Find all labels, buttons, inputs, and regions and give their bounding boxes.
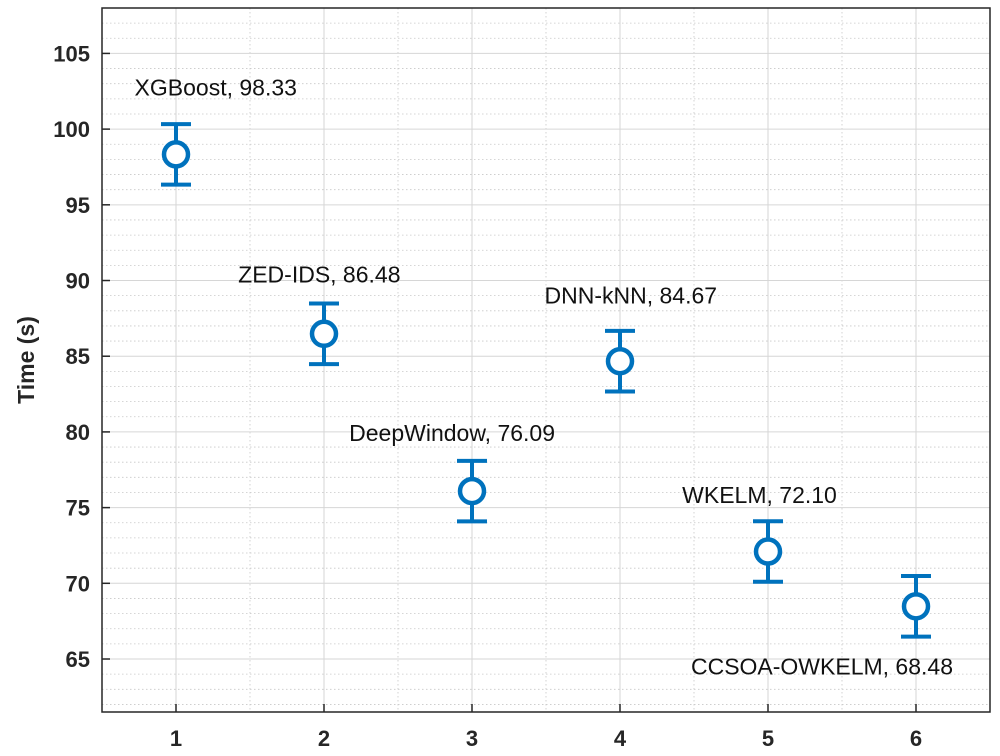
y-tick-label: 100 xyxy=(53,117,90,142)
x-tick-label: 5 xyxy=(762,726,774,751)
y-tick-label: 80 xyxy=(66,420,90,445)
point-marker xyxy=(901,592,931,621)
data-label: DNN-kNN, 84.67 xyxy=(545,283,718,309)
data-point xyxy=(309,301,339,367)
point-marker xyxy=(161,140,191,169)
data-labels: XGBoost, 98.33 ZED-IDS, 86.48 DeepWindow, … xyxy=(135,74,953,679)
y-tick-label: 65 xyxy=(66,647,90,672)
x-axis: 1 2 3 4 5 6 xyxy=(170,704,922,751)
data-point xyxy=(605,328,635,394)
x-tick-label: 1 xyxy=(170,726,182,751)
y-tick-label: 95 xyxy=(66,193,90,218)
y-axis: 65 70 75 80 85 90 95 100 105 xyxy=(53,41,110,672)
data-label: DeepWindow, 76.09 xyxy=(349,420,555,446)
y-tick-label: 75 xyxy=(66,496,90,521)
data-label: ZED-IDS, 86.48 xyxy=(238,261,400,287)
series xyxy=(161,122,931,639)
point-marker xyxy=(457,476,487,506)
x-tick-label: 6 xyxy=(910,726,922,751)
y-axis-title: Time (s) xyxy=(13,316,39,404)
data-point xyxy=(901,574,931,639)
x-tick-label: 4 xyxy=(614,726,627,751)
data-label: WKELM, 72.10 xyxy=(682,482,837,508)
y-tick-label: 70 xyxy=(66,571,90,596)
data-point xyxy=(753,519,783,584)
plot-area xyxy=(101,7,991,713)
data-point xyxy=(457,458,487,524)
point-marker xyxy=(309,319,339,349)
y-tick-label: 90 xyxy=(66,269,90,294)
x-tick-label: 2 xyxy=(318,726,330,751)
grid xyxy=(101,7,991,712)
x-tick-label: 3 xyxy=(466,726,478,751)
point-marker xyxy=(605,346,635,376)
data-label: CCSOA-OWKELM, 68.48 xyxy=(691,653,953,679)
y-tick-label: 85 xyxy=(66,344,90,369)
y-tick-label: 105 xyxy=(53,41,90,66)
point-marker xyxy=(753,537,783,566)
data-point xyxy=(161,122,191,187)
data-label: XGBoost, 98.33 xyxy=(135,74,297,100)
